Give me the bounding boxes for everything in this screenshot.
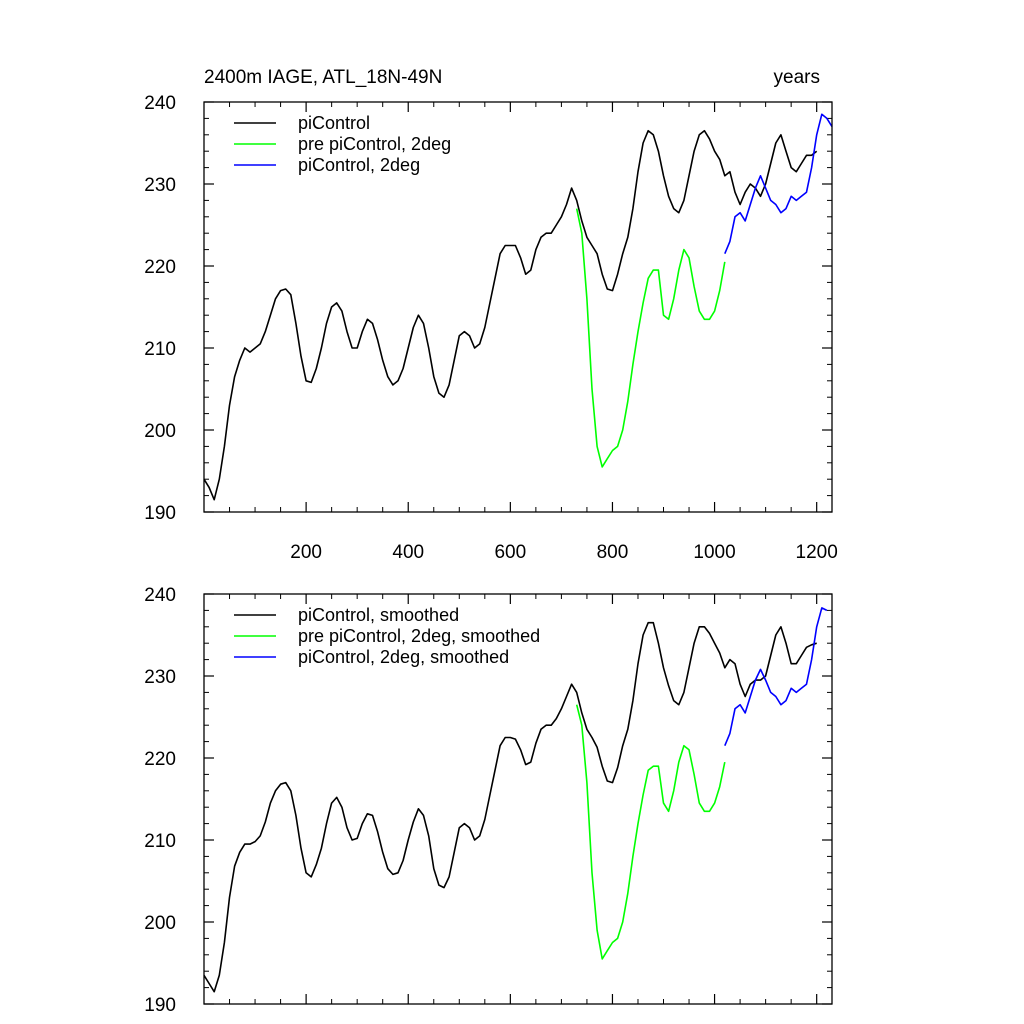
x-tick-label: 800 — [597, 542, 629, 563]
y-tick-label: 230 — [144, 667, 176, 688]
y-tick-label: 240 — [144, 93, 176, 114]
y-tick-label: 230 — [144, 175, 176, 196]
legend-label: pre piControl, 2deg, smoothed — [298, 626, 540, 646]
y-tick-label: 240 — [144, 585, 176, 606]
legend-label: pre piControl, 2deg — [298, 134, 451, 154]
y-tick-label: 200 — [144, 913, 176, 934]
series-line-0-0 — [203, 129, 818, 501]
y-tick-label: 220 — [144, 749, 176, 770]
series-line-0-1 — [575, 208, 726, 468]
top-panel: 200 400 600 800 1000 1200 190 200 210 220 230 240 pi… — [144, 93, 838, 563]
legend-label: piControl, smoothed — [298, 605, 459, 625]
y-tick-label: 210 — [144, 831, 176, 852]
figure-title: 2400m IAGE, ATL_18N-49N — [204, 67, 442, 88]
y-tick-label: 220 — [144, 257, 176, 278]
x-tick-label: 400 — [392, 542, 424, 563]
series-line-1-2 — [724, 607, 828, 747]
plot-frame — [203, 593, 833, 1005]
x-tick-label: 200 — [290, 542, 322, 563]
x-tick-label: 1000 — [693, 542, 735, 563]
x-tick-label: 1200 — [796, 542, 838, 563]
legend-label: piControl, 2deg — [298, 155, 420, 175]
x-tick-label: 600 — [494, 542, 526, 563]
legend-label: piControl, 2deg, smoothed — [298, 647, 509, 667]
y-tick-label: 200 — [144, 421, 176, 442]
y-tick-label: 190 — [144, 503, 176, 524]
units-label: years — [774, 67, 820, 88]
plot-frame — [203, 101, 833, 513]
legend-label: piControl — [298, 113, 370, 133]
y-tick-label: 190 — [144, 995, 176, 1016]
series-line-1-0 — [203, 621, 817, 993]
series-line-0-2 — [724, 113, 833, 255]
series-line-1-1 — [575, 704, 726, 960]
y-tick-label: 210 — [144, 339, 176, 360]
bottom-panel: 190 200 210 220 230 240 piControl, smoothedpre… — [144, 585, 833, 1016]
